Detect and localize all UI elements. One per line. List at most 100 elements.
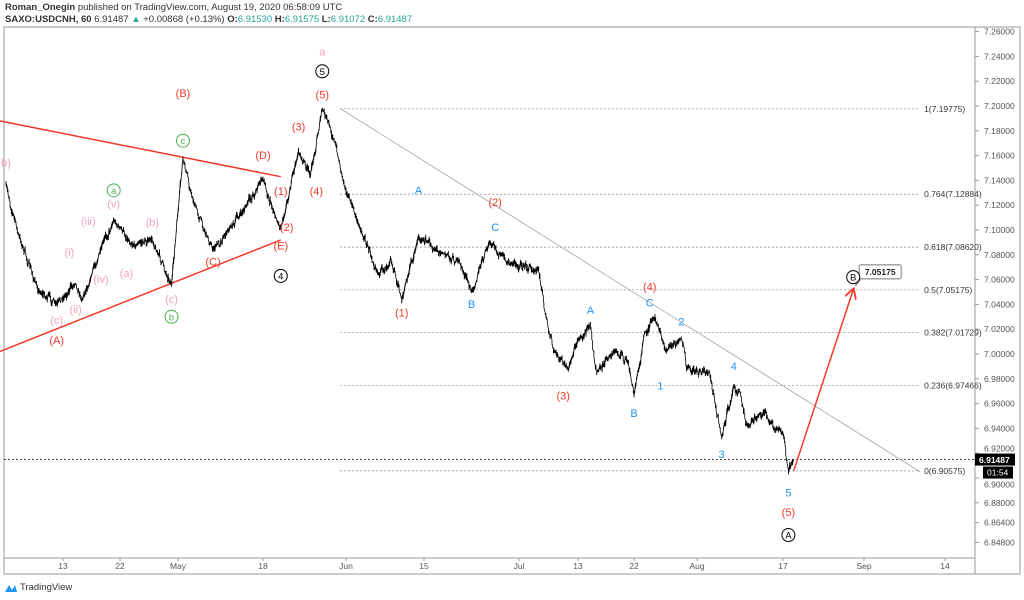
publish-info: Roman_Onegin published on TradingView.co…	[5, 2, 342, 13]
price-tick-label: 6.92000	[984, 444, 1015, 454]
price-tick-label: 7.26000	[984, 27, 1015, 37]
close-value: 6.91487	[377, 14, 413, 25]
wave-label: (iv)	[93, 274, 108, 286]
time-tick-label: 14	[940, 561, 950, 571]
symbol-name[interactable]: SAXO:USDCNH, 60	[5, 14, 92, 25]
wave-label-text: C	[491, 222, 499, 234]
price-tick-label: 7.10000	[984, 225, 1015, 235]
wave-label-text: b	[169, 312, 174, 323]
tradingview-logo[interactable]: TradingView	[4, 582, 72, 593]
price-tick-label: 7.24000	[984, 51, 1015, 61]
time-tick-label: 18	[258, 561, 268, 571]
wave-label-text: B	[850, 273, 856, 284]
price-tick-label: 6.90000	[984, 480, 1015, 490]
wave-label: A	[587, 305, 595, 317]
wave-label-circled: c	[176, 133, 190, 148]
price-tick-label: 7.00000	[984, 349, 1015, 359]
wave-label: (ii)	[70, 304, 82, 316]
wave-label: B	[630, 408, 637, 420]
chart-frame	[3, 26, 1021, 575]
wave-label-text: 4	[278, 271, 283, 282]
wave-label: (b)	[145, 217, 158, 229]
wave-label-text: A	[415, 185, 423, 197]
wave-label-text: c	[181, 136, 186, 147]
wave-label: (5)	[316, 89, 329, 101]
wave-label-text: (B)	[176, 88, 191, 100]
wave-label: (iii)	[81, 216, 96, 228]
wave-label-text: (2)	[489, 197, 502, 209]
time-tick-label: 17	[778, 561, 788, 571]
wave-label: 4	[731, 361, 737, 373]
wave-label-text: (A)	[49, 335, 64, 347]
wave-label: C	[491, 222, 499, 234]
target-callout-box	[858, 264, 902, 280]
wave-label-text: (ii)	[70, 304, 82, 316]
wave-label-text: (5)	[316, 89, 329, 101]
price-tick-label: 7.08000	[984, 250, 1015, 260]
price-series-line	[5, 107, 795, 475]
wave-label-circled: 4	[273, 268, 288, 283]
last-price: 6.91487	[94, 14, 129, 25]
wave-label-text: b)	[1, 158, 11, 170]
high-value: 6.91575	[284, 14, 320, 25]
wave-label: (5)	[782, 507, 795, 519]
price-tick-label: 6.94000	[984, 423, 1015, 433]
wave-label-text: (E)	[273, 241, 288, 253]
low-label: L:	[321, 14, 331, 25]
time-tick-label: 13	[58, 561, 68, 571]
tradingview-logo-icon	[5, 584, 17, 592]
wave-label: C	[646, 298, 654, 310]
wave-label-text: (c)	[165, 294, 178, 306]
wave-label-text: 4	[731, 361, 737, 373]
wave-circle-icon	[273, 268, 288, 283]
wave-label: (2)	[280, 222, 293, 234]
price-tick-label: 7.22000	[984, 76, 1015, 86]
wave-label: (2)	[489, 197, 502, 209]
up-triangle-icon: ▲	[131, 14, 141, 25]
wave-label: (D)	[255, 150, 270, 162]
wave-label-text: (i)	[64, 247, 74, 259]
trend-line	[0, 120, 281, 178]
time-tick-label: 13	[573, 561, 583, 571]
wave-label: (a)	[120, 268, 133, 280]
wave-label-circled: B	[846, 270, 861, 285]
time-tick-label: Jul	[514, 561, 525, 571]
current-price-badge	[975, 453, 1015, 466]
wave-label: (4)	[643, 282, 656, 294]
high-label: H:	[274, 14, 285, 25]
wave-label-text: (C)	[205, 257, 220, 269]
wave-label: (4)	[310, 186, 323, 198]
wave-label-text: A	[587, 305, 595, 317]
time-tick-label: 15	[419, 561, 429, 571]
wave-label: (3)	[557, 391, 570, 403]
wave-label: 2	[678, 316, 684, 328]
price-tick-label: 6.88000	[984, 498, 1015, 508]
author-name[interactable]: Roman_Onegin	[5, 2, 76, 13]
open-label: O:	[227, 14, 238, 25]
price-tick-label: 6.86400	[984, 518, 1015, 528]
wave-label-text: (v)	[107, 198, 120, 210]
fib-level-label: 1(7.19775)	[924, 104, 965, 114]
fib-level-label: 0.236(6.97466)	[924, 380, 982, 390]
projection-arrow	[793, 290, 853, 471]
wave-label-text: (3)	[292, 122, 305, 134]
wave-label: (A)	[49, 335, 64, 347]
wave-label: 3	[719, 449, 725, 461]
countdown-badge	[983, 466, 1013, 479]
fib-level-label: 0.764(7.12884)	[924, 189, 982, 199]
wave-circle-icon	[106, 183, 121, 198]
wave-label: (3)	[292, 122, 305, 134]
price-tick-label: 7.06000	[984, 275, 1015, 285]
wave-label: (1)	[274, 186, 287, 198]
wave-label-text: a	[111, 186, 117, 197]
wave-label: (C)	[205, 257, 220, 269]
wave-label-text: (1)	[395, 308, 408, 320]
countdown-label: 01:54	[987, 468, 1009, 478]
wave-label-text: (4)	[310, 186, 323, 198]
wave-label-text: (a)	[120, 268, 133, 280]
trend-line	[339, 108, 921, 473]
wave-label-text: 1	[657, 381, 663, 393]
fib-level-label: 0.382(7.01729)	[924, 328, 982, 338]
wave-label-circled: A	[781, 528, 796, 543]
